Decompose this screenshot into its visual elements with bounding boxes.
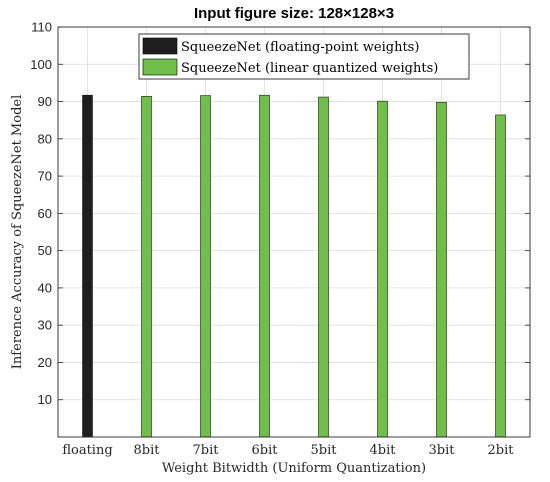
y-tick-label: 50 [38,243,52,258]
y-tick-label: 40 [38,280,52,295]
y-tick-label: 60 [38,206,52,221]
y-tick-label: 90 [38,94,52,109]
bar-6bit [260,95,270,437]
bar-8bit [142,96,152,437]
x-axis-label: Weight Bitwidth (Uniform Quantization) [162,461,426,476]
bar-2bit [496,115,506,437]
legend-label-floating: SqueezeNet (floating-point weights) [181,40,419,55]
legend-swatch-quantized [143,59,177,75]
legend-label-quantized: SqueezeNet (linear quantized weights) [181,61,438,76]
plot-area [58,27,530,437]
x-tick-label-3bit: 3bit [429,443,456,458]
y-tick-label: 10 [38,392,52,407]
bar-7bit [201,96,211,437]
y-tick-label: 110 [31,20,52,35]
x-tick-label-5bit: 5bit [311,443,338,458]
x-tick-label-7bit: 7bit [193,443,220,458]
bar-floating [83,95,93,437]
x-tick-label-2bit: 2bit [488,443,515,458]
x-tick-label-6bit: 6bit [252,443,279,458]
legend-swatch-floating [143,38,177,54]
x-tick-label-4bit: 4bit [370,443,397,458]
y-tick-label: 30 [38,318,52,333]
y-tick-label: 70 [38,169,52,184]
y-tick-label: 80 [38,131,52,146]
y-axis-label: Inference Accuracy of SqueezeNet Model [10,95,25,369]
y-tick-label: 100 [30,57,52,72]
legend: SqueezeNet (floating-point weights) Sque… [139,34,469,79]
x-tick-label-8bit: 8bit [134,443,161,458]
y-tick-label: 20 [38,355,52,370]
chart-title: Input figure size: 128×128×3 [194,5,394,22]
bar-4bit [378,101,388,437]
bar-3bit [437,102,447,437]
bar-5bit [319,97,329,437]
x-tick-label-floating: floating [62,443,112,458]
